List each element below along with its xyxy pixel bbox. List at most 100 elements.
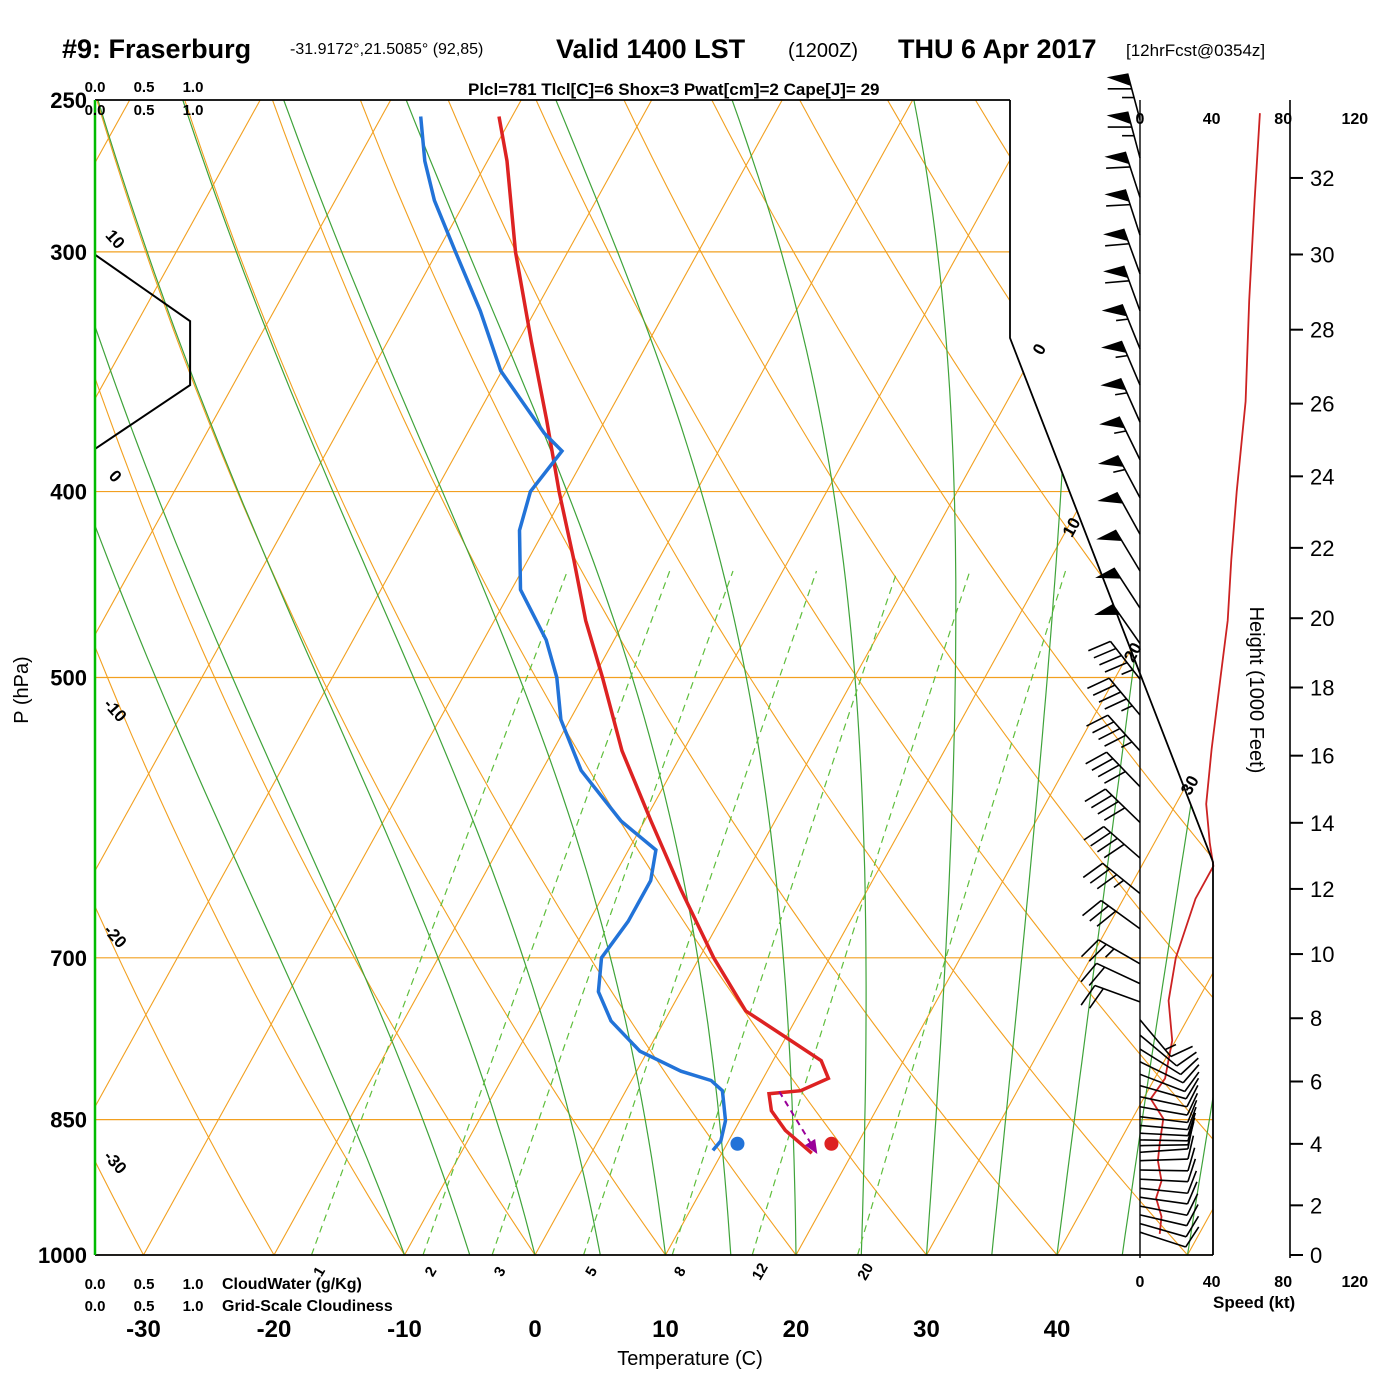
speed-axis-title: Speed (kt) [1213, 1293, 1295, 1312]
wind-barb [1139, 1061, 1200, 1084]
isotherm-line [143, 100, 783, 1255]
barb-staff [1139, 1222, 1187, 1238]
barb-staff [1119, 377, 1141, 423]
barb-full [1186, 1170, 1198, 1194]
barb-full [1186, 1099, 1198, 1123]
isotherm-line [95, 100, 261, 1255]
barb-full [1104, 770, 1126, 784]
barb-half [1114, 430, 1127, 435]
cloudwater-scale-bottom: 0.5 [134, 1276, 155, 1293]
cloudwater-scale-top: 1.0 [183, 79, 204, 96]
barb-staff [1108, 677, 1141, 716]
cloudwater-scale-bottom: 1.0 [183, 1276, 204, 1293]
barb-staff [1139, 1178, 1188, 1183]
dry-adiabat-label: 0 [105, 466, 125, 486]
barb-half [1113, 468, 1126, 474]
barb-half [1104, 948, 1115, 958]
wind-barb [1139, 1112, 1197, 1137]
height-tick-label: 30 [1310, 242, 1334, 267]
barb-staff [1139, 1115, 1188, 1124]
speed-tick-label-bottom: 120 [1341, 1274, 1368, 1291]
barb-pennant [1100, 378, 1126, 391]
isotherm-line [404, 100, 1044, 1255]
mixing-ratio-line [422, 570, 671, 1255]
wind-barb [1084, 788, 1141, 824]
wind-barb [1139, 1071, 1200, 1093]
barb-full [1080, 939, 1099, 958]
dry-adiabat-line [96, 100, 666, 1255]
speed-tick-label-top: 120 [1341, 111, 1368, 128]
valid-time: Valid 1400 LST [556, 34, 746, 64]
height-tick-label: 4 [1310, 1132, 1322, 1157]
wind-barb [1139, 1048, 1199, 1076]
barb-staff [1139, 1073, 1186, 1093]
barb-full [1093, 647, 1117, 659]
barb-full [1092, 721, 1115, 734]
cloudiness-profile [94, 253, 192, 450]
barb-staff [1139, 1214, 1187, 1227]
height-tick-label: 18 [1310, 675, 1334, 700]
barb-staff [1139, 1048, 1182, 1076]
mixing-ratio-label: 3 [491, 1264, 510, 1280]
barb-full [1103, 807, 1126, 821]
wind-barb [1139, 1147, 1196, 1172]
barb-full [1080, 962, 1098, 983]
temperature-tick-label: 40 [1044, 1316, 1071, 1343]
wind-barb [1139, 1204, 1199, 1227]
dry-adiabat-line [95, 100, 405, 1255]
barb-full [1187, 1135, 1195, 1160]
wind-barb [1106, 111, 1141, 159]
pressure-tick-label: 500 [50, 666, 87, 691]
barb-full [1187, 1125, 1194, 1150]
cloudiness-axis-label: Grid-Scale Cloudiness [222, 1298, 393, 1315]
mixing-ratio-line [491, 570, 734, 1255]
barb-full [1186, 1181, 1198, 1205]
barb-full [1185, 1077, 1200, 1100]
height-tick-label: 14 [1310, 811, 1334, 836]
barb-full [1099, 654, 1122, 666]
cloudiness-scale-top: 1.0 [183, 102, 204, 119]
moist-adiabat-line [95, 100, 406, 1255]
height-tick-label: 20 [1310, 606, 1334, 631]
barb-full [1187, 1158, 1197, 1182]
barb-full [1104, 661, 1128, 673]
moist-adiabat-line [283, 100, 667, 1255]
temperature-tick-label: 30 [913, 1316, 940, 1343]
temperature-axis-title: Temperature (C) [617, 1348, 763, 1370]
wind-barb [1103, 228, 1141, 275]
moist-adiabat-line [97, 100, 536, 1255]
cloudiness-scale-top: 0.0 [85, 102, 106, 119]
barb-pennant [1106, 73, 1131, 86]
barb-full [1080, 985, 1096, 1006]
pressure-tick-label: 700 [50, 946, 87, 971]
temperature-tick-label: 0 [528, 1316, 541, 1343]
barb-full [1106, 166, 1131, 170]
barb-staff [1139, 1061, 1184, 1084]
speed-tick-label-top: 80 [1274, 111, 1292, 128]
barb-staff [1139, 1019, 1172, 1058]
barb-full [1184, 1226, 1200, 1248]
dry-adiabat-line [623, 100, 1213, 1255]
height-tick-label: 10 [1310, 942, 1334, 967]
pressure-tick-label: 250 [50, 88, 87, 113]
barb-full [1103, 843, 1125, 859]
cloudwater-scale-top: 0.0 [85, 79, 106, 96]
cloudiness-scale-bottom: 1.0 [183, 1298, 204, 1315]
barb-staff [1139, 1084, 1187, 1100]
barb-pennant [1106, 111, 1131, 125]
dry-adiabat-label: -30 [100, 1147, 131, 1178]
dewpoint-curve [418, 116, 728, 1152]
wind-barb [1080, 984, 1141, 1009]
barb-full [1098, 691, 1122, 703]
barb-full [1096, 910, 1117, 927]
barb-staff [1106, 751, 1141, 788]
height-tick-label: 22 [1310, 536, 1334, 561]
barb-staff [1139, 1187, 1188, 1195]
cloudwater-axis-label: CloudWater (g/Kg) [222, 1276, 362, 1293]
barb-staff [1094, 984, 1141, 1003]
wind-barb [1139, 1193, 1199, 1217]
barb-full [1085, 751, 1108, 765]
